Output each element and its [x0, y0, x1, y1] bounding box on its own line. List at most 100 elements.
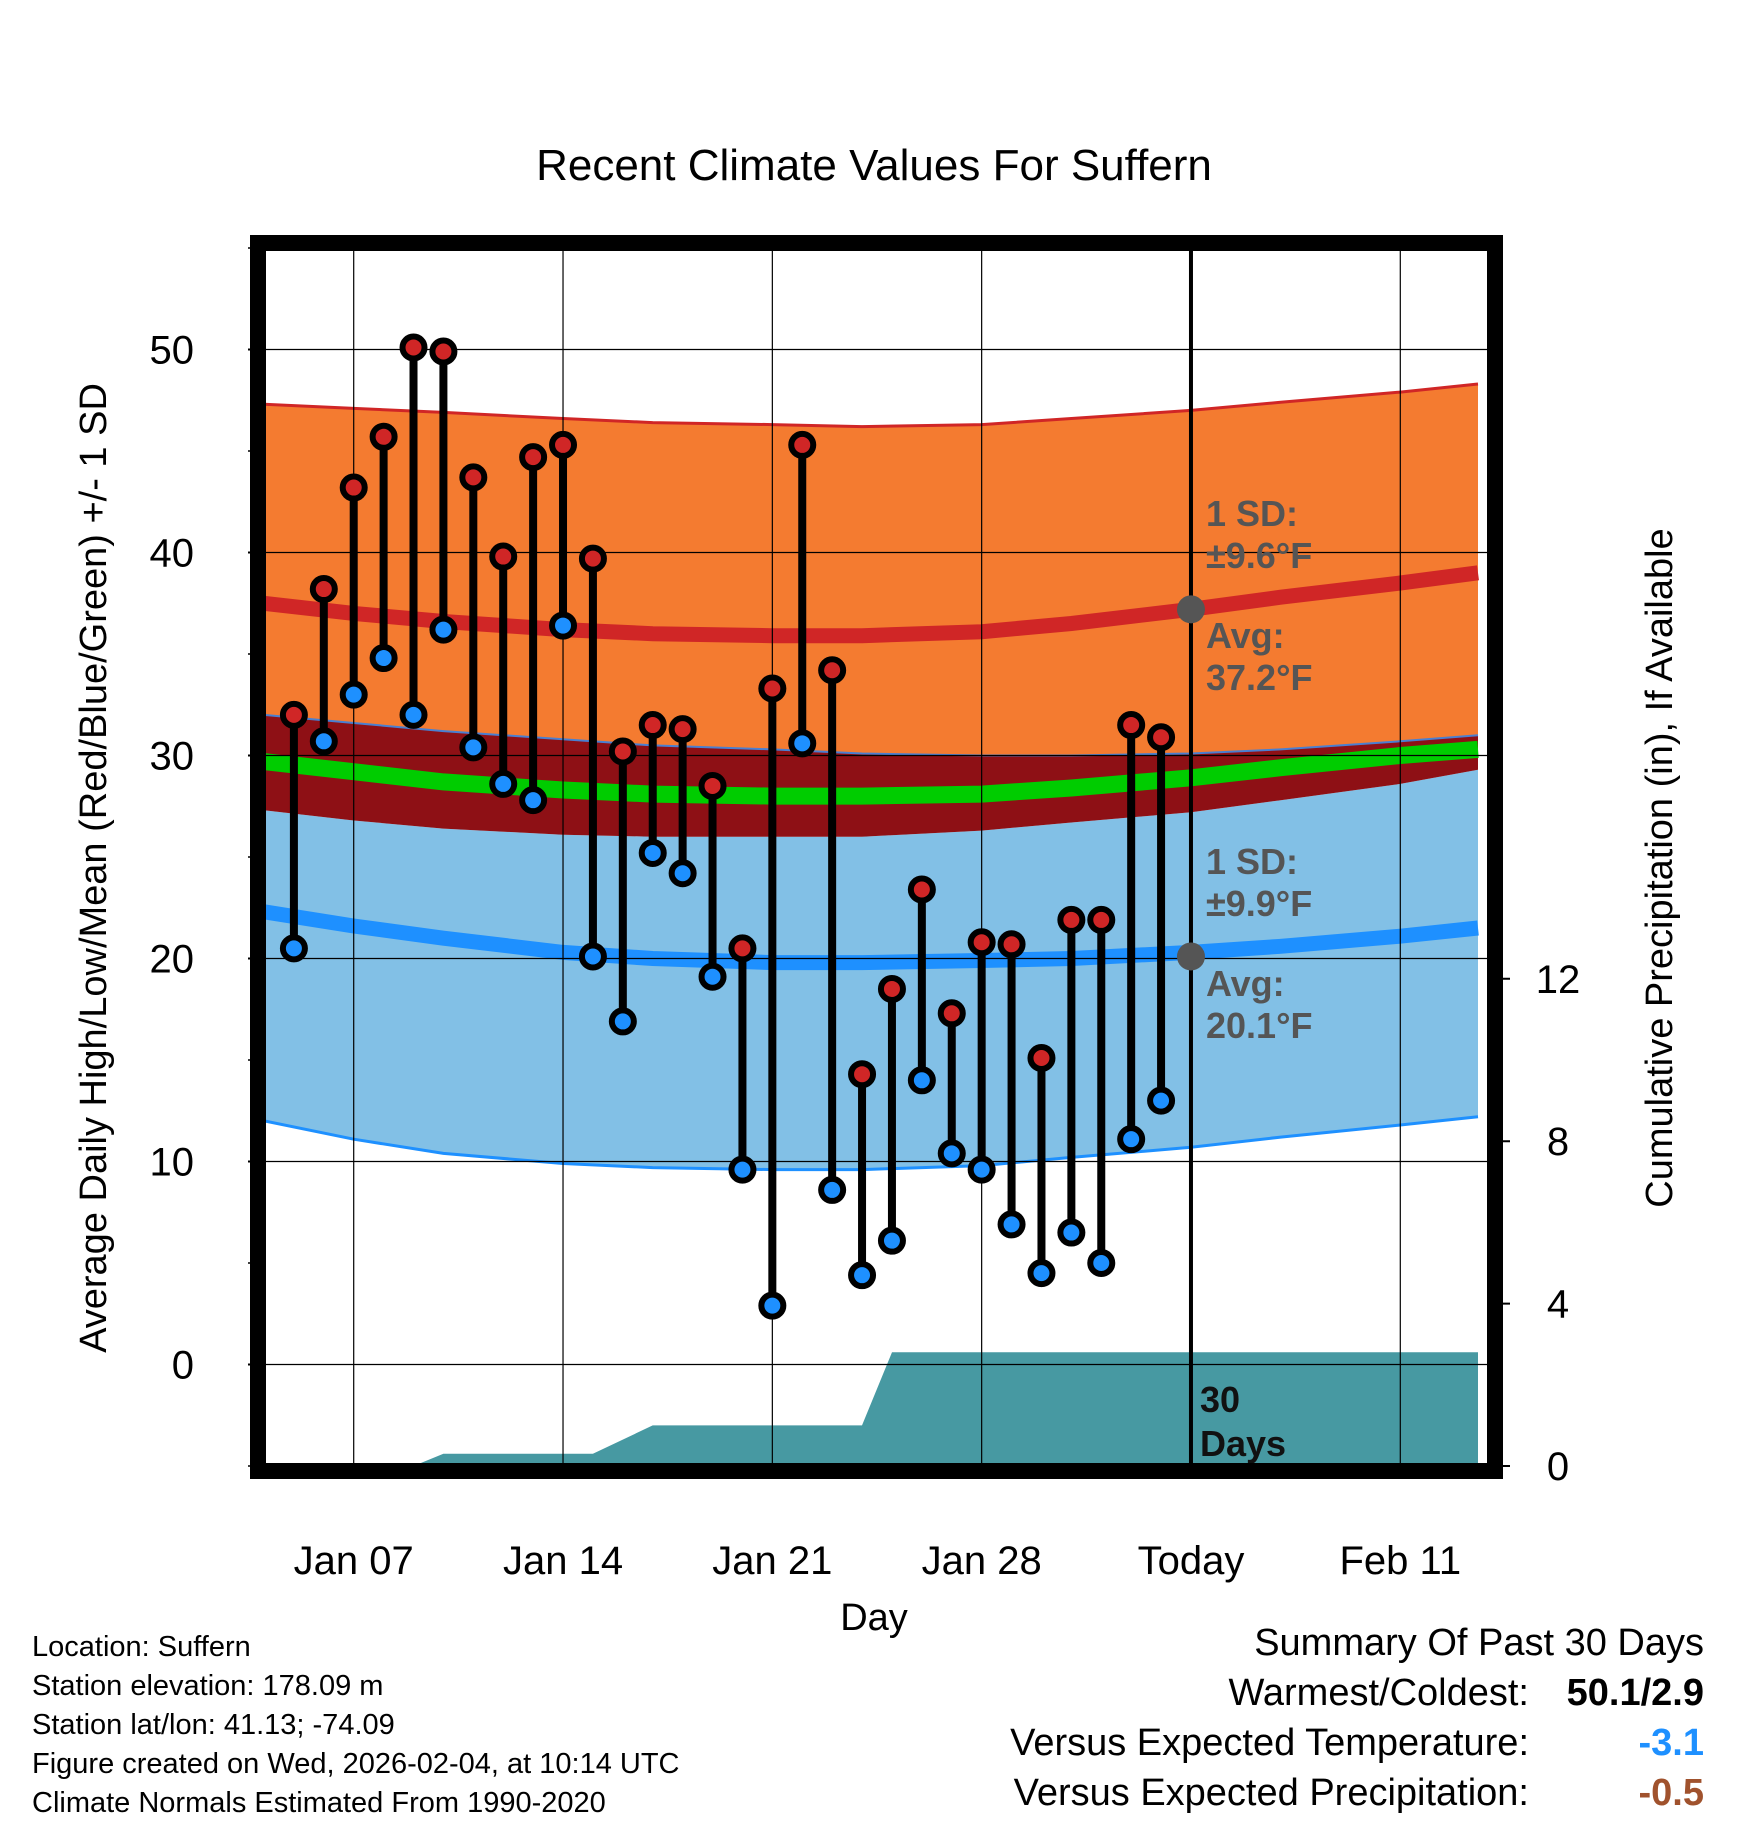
high-point — [1027, 1043, 1056, 1072]
high-sd-band — [264, 384, 1478, 756]
low-point — [608, 1007, 637, 1036]
today-low-avg-marker — [1176, 942, 1205, 971]
y-axis-right: 0 4 8 12 — [1490, 958, 1580, 1489]
x-tick-label: Jan 21 — [712, 1539, 832, 1583]
low-point — [369, 644, 398, 673]
high-point — [608, 737, 637, 766]
high-point — [758, 674, 787, 703]
low-point — [638, 838, 667, 867]
annotations: 1 SD: ±9.6°F Avg: 37.2°F 1 SD: ±9.9°F Av… — [1200, 493, 1312, 1464]
high-point — [429, 337, 458, 366]
high-point — [1117, 711, 1146, 740]
precip-label: Versus Expected Precipitation: — [1013, 1772, 1529, 1814]
high-point — [369, 422, 398, 451]
precipitation-area — [293, 1352, 1478, 1466]
y-axis-left: 0 10 20 30 40 50 — [150, 247, 264, 1467]
low-average-line — [264, 904, 1479, 971]
low-avg-value: 20.1°F — [1206, 1005, 1312, 1046]
high-point — [848, 1060, 877, 1089]
elevation-text: Station elevation: 178.09 m — [32, 1670, 384, 1702]
low-point — [279, 934, 308, 963]
normal-bands — [264, 382, 1479, 1172]
high-sd-value: ±9.6°F — [1206, 535, 1312, 576]
y-tick-label: 50 — [150, 329, 195, 373]
low-point — [1147, 1086, 1176, 1115]
x-tick-label: Feb 11 — [1340, 1539, 1462, 1583]
precip-area — [293, 1352, 1478, 1466]
high-point — [907, 875, 936, 904]
high-point — [668, 715, 697, 744]
high-sd-label: 1 SD: — [1206, 493, 1298, 534]
x-axis-label: Day — [840, 1597, 908, 1639]
high-point — [1147, 723, 1176, 752]
low-point — [578, 942, 607, 971]
high-lower-line — [264, 713, 1479, 757]
x-axis: Jan 07 Jan 14 Jan 21 Jan 28 Today Feb 11 — [294, 1466, 1461, 1583]
temp-label: Versus Expected Temperature: — [1010, 1722, 1529, 1764]
summary-title: Summary Of Past 30 Days — [1254, 1622, 1704, 1664]
high-avg-value: 37.2°F — [1206, 657, 1312, 698]
x-tick-label: Jan 07 — [294, 1539, 414, 1583]
temp-row: Versus Expected Temperature: -3.1 — [1010, 1718, 1704, 1768]
high-point — [788, 430, 817, 459]
high-point — [279, 700, 308, 729]
y2-tick-label: 0 — [1547, 1445, 1569, 1489]
precip-value: -0.5 — [1638, 1772, 1704, 1814]
low-point — [1087, 1249, 1116, 1277]
warmest-value: 50.1/2.9 — [1566, 1672, 1704, 1714]
y2-tick-label: 12 — [1536, 958, 1581, 1002]
low-point — [877, 1226, 906, 1255]
low-point — [1057, 1218, 1086, 1247]
low-point — [1117, 1125, 1146, 1154]
high-point — [728, 934, 757, 963]
created-text: Figure created on Wed, 2026-02-04, at 10… — [32, 1748, 680, 1780]
y2-tick-label: 8 — [1547, 1120, 1569, 1164]
low-sd-label: 1 SD: — [1206, 841, 1298, 882]
x-tick-label: Today — [1138, 1539, 1245, 1583]
y2-axis-label: Cumulative Precipitation (in), If Availa… — [1639, 528, 1681, 1207]
low-point — [997, 1210, 1026, 1239]
high-point — [578, 544, 607, 573]
high-point — [698, 771, 727, 800]
low-point — [549, 611, 578, 640]
low-point — [429, 615, 458, 644]
high-point — [937, 999, 966, 1028]
high-point — [638, 711, 667, 740]
y-tick-label: 30 — [150, 735, 195, 779]
y-tick-label: 0 — [172, 1344, 194, 1388]
summary-panel: Summary Of Past 30 Days Warmest/Coldest:… — [1010, 1618, 1704, 1818]
high-point — [1057, 905, 1086, 934]
low-point — [519, 786, 548, 815]
high-point — [339, 473, 368, 502]
warmest-label: Warmest/Coldest: — [1228, 1672, 1529, 1714]
warmest-row: Warmest/Coldest: 50.1/2.9 — [1010, 1668, 1704, 1718]
low-point — [907, 1066, 936, 1095]
high-point — [399, 333, 428, 362]
mean-average-line — [264, 740, 1479, 805]
daily-points — [279, 333, 1176, 1320]
overlap-band — [264, 714, 1478, 837]
low-point — [728, 1155, 757, 1184]
low-point — [698, 962, 727, 991]
y-axis-label: Average Daily High/Low/Mean (Red/Blue/Gr… — [73, 383, 115, 1353]
high-avg-label: Avg: — [1206, 615, 1285, 656]
high-point — [877, 974, 906, 1003]
high-point — [459, 463, 488, 492]
x-tick-label: Jan 28 — [922, 1539, 1042, 1583]
low-point — [399, 700, 428, 729]
low-point — [459, 733, 488, 762]
low-point — [818, 1175, 847, 1204]
low-point — [668, 859, 697, 888]
low-point — [489, 769, 518, 798]
low-point — [848, 1261, 877, 1290]
low-point — [967, 1155, 996, 1184]
high-point — [489, 542, 518, 571]
precip-row: Versus Expected Precipitation: -0.5 — [1010, 1768, 1704, 1818]
high-point — [549, 430, 578, 459]
temp-value: -3.1 — [1638, 1722, 1704, 1764]
y-tick-label: 10 — [150, 1141, 195, 1185]
normals-text: Climate Normals Estimated From 1990-2020 — [32, 1787, 606, 1819]
low-sd-value: ±9.9°F — [1206, 883, 1312, 924]
high-point — [1087, 905, 1116, 934]
